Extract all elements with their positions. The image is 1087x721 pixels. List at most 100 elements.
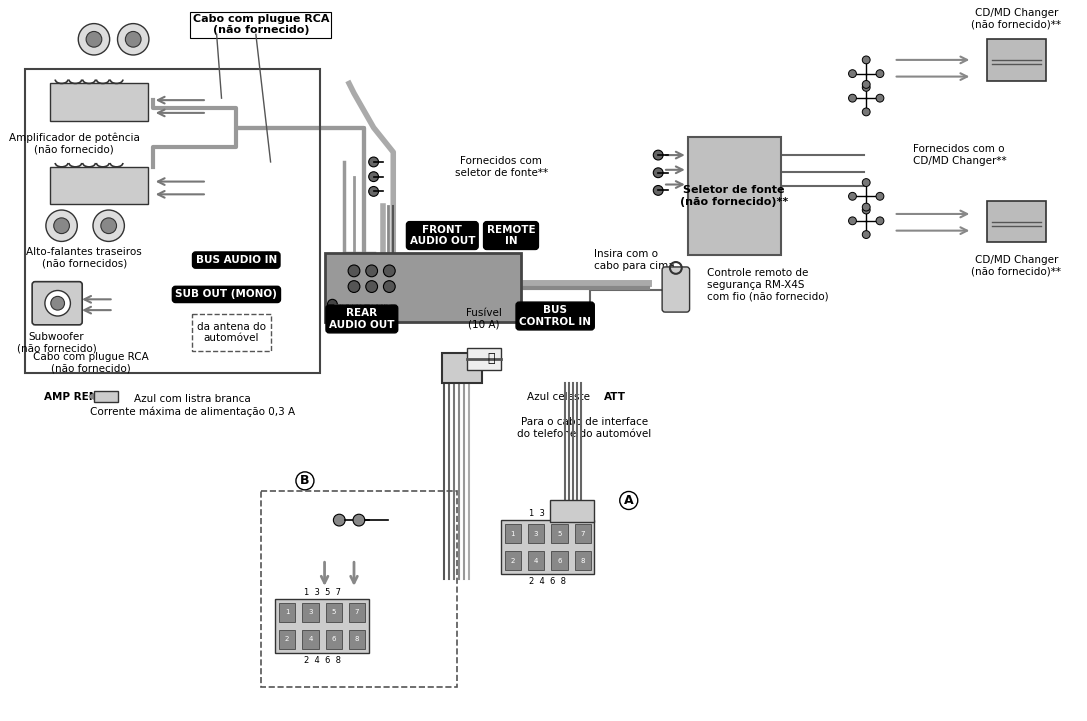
Bar bbox=[551, 524, 567, 543]
Circle shape bbox=[51, 296, 64, 310]
Bar bbox=[326, 629, 342, 648]
Circle shape bbox=[368, 157, 378, 167]
Text: FRONT
AUDIO OUT: FRONT AUDIO OUT bbox=[410, 225, 475, 247]
Text: 8: 8 bbox=[354, 636, 360, 642]
Circle shape bbox=[862, 231, 870, 239]
Bar bbox=[349, 603, 365, 622]
Text: 1  3  5  7: 1 3 5 7 bbox=[303, 588, 340, 597]
Bar bbox=[987, 201, 1046, 242]
Circle shape bbox=[125, 32, 141, 47]
Text: CD/MD Changer
(não fornecido)**: CD/MD Changer (não fornecido)** bbox=[972, 8, 1061, 30]
Circle shape bbox=[876, 193, 884, 200]
Text: Seletor de fonte
(não fornecido)**: Seletor de fonte (não fornecido)** bbox=[680, 185, 788, 207]
Circle shape bbox=[353, 514, 365, 526]
Bar bbox=[466, 348, 501, 370]
Bar bbox=[192, 314, 271, 351]
Bar bbox=[504, 524, 521, 543]
Bar bbox=[987, 39, 1046, 81]
Circle shape bbox=[86, 32, 102, 47]
Bar bbox=[349, 629, 365, 648]
Text: REAR
AUDIO OUT: REAR AUDIO OUT bbox=[329, 308, 395, 329]
Bar bbox=[504, 551, 521, 570]
Circle shape bbox=[876, 70, 884, 78]
Circle shape bbox=[849, 217, 857, 225]
FancyBboxPatch shape bbox=[662, 267, 689, 312]
Text: Controle remoto de
segurança RM-X4S
com fio (não fornecido): Controle remoto de segurança RM-X4S com … bbox=[708, 268, 829, 301]
Text: 2  4  6  8: 2 4 6 8 bbox=[303, 655, 340, 665]
Text: B: B bbox=[300, 474, 310, 487]
Circle shape bbox=[368, 187, 378, 196]
Bar bbox=[326, 603, 342, 622]
Circle shape bbox=[653, 150, 663, 160]
Text: 1: 1 bbox=[511, 531, 515, 536]
Bar bbox=[50, 84, 148, 120]
Text: A: A bbox=[624, 494, 634, 507]
FancyBboxPatch shape bbox=[33, 282, 83, 325]
Text: Para o cabo de interface
do telefone do automóvel: Para o cabo de interface do telefone do … bbox=[517, 417, 652, 438]
Bar bbox=[688, 138, 780, 255]
Text: 1: 1 bbox=[285, 609, 289, 615]
Text: 5: 5 bbox=[558, 531, 562, 536]
Bar bbox=[93, 391, 118, 402]
Bar bbox=[528, 524, 545, 543]
Circle shape bbox=[327, 299, 337, 309]
Text: AMP REM: AMP REM bbox=[43, 392, 99, 402]
Circle shape bbox=[384, 265, 396, 277]
Bar bbox=[50, 167, 148, 204]
Bar bbox=[528, 551, 545, 570]
Circle shape bbox=[101, 218, 116, 234]
Circle shape bbox=[78, 24, 110, 55]
Bar bbox=[575, 524, 591, 543]
Text: Fusível
(10 A): Fusível (10 A) bbox=[465, 308, 501, 329]
Text: SUB OUT (MONO): SUB OUT (MONO) bbox=[175, 289, 277, 299]
Circle shape bbox=[862, 84, 870, 92]
Text: BUS REAR  FRONT
        AUDIO OUT: BUS REAR FRONT AUDIO OUT bbox=[335, 304, 391, 315]
Text: 4: 4 bbox=[534, 557, 538, 564]
Bar bbox=[261, 491, 457, 687]
Bar bbox=[302, 629, 318, 648]
Circle shape bbox=[653, 168, 663, 177]
Text: Azul celeste: Azul celeste bbox=[526, 392, 589, 402]
Bar bbox=[279, 603, 296, 622]
Text: 3: 3 bbox=[534, 531, 538, 536]
Bar bbox=[575, 551, 591, 570]
Text: da antena do
automóvel: da antena do automóvel bbox=[197, 322, 266, 343]
Bar bbox=[551, 551, 567, 570]
Circle shape bbox=[53, 218, 70, 234]
Circle shape bbox=[849, 70, 857, 78]
Text: Subwoofer
(não fornecido): Subwoofer (não fornecido) bbox=[16, 332, 97, 353]
Text: 2  4  6  8: 2 4 6 8 bbox=[529, 577, 566, 586]
Circle shape bbox=[876, 217, 884, 225]
Text: 3: 3 bbox=[309, 609, 313, 615]
Circle shape bbox=[334, 514, 346, 526]
Text: BUS
CONTROL IN: BUS CONTROL IN bbox=[520, 305, 591, 327]
Text: 1  3  5  7: 1 3 5 7 bbox=[529, 509, 566, 518]
Text: 6: 6 bbox=[558, 557, 562, 564]
Circle shape bbox=[348, 265, 360, 277]
Circle shape bbox=[862, 81, 870, 89]
Text: Insira com o
cabo para cima: Insira com o cabo para cima bbox=[595, 249, 675, 271]
Text: Amplificador de potência
(não fornecido): Amplificador de potência (não fornecido) bbox=[9, 133, 140, 154]
Bar bbox=[302, 603, 318, 622]
Text: Corrente máxima de alimentação 0,3 A: Corrente máxima de alimentação 0,3 A bbox=[89, 407, 295, 417]
Text: 8: 8 bbox=[580, 557, 585, 564]
Circle shape bbox=[46, 210, 77, 242]
Circle shape bbox=[876, 94, 884, 102]
Bar bbox=[275, 598, 368, 653]
Text: ATT: ATT bbox=[604, 392, 626, 402]
Text: Cabo com plugue RCA
(não fornecido): Cabo com plugue RCA (não fornecido) bbox=[33, 353, 149, 374]
Text: REMOTE
IN: REMOTE IN bbox=[487, 225, 535, 247]
Text: 7: 7 bbox=[354, 609, 360, 615]
Circle shape bbox=[862, 179, 870, 187]
Bar bbox=[501, 520, 595, 574]
Text: 7: 7 bbox=[580, 531, 585, 536]
Circle shape bbox=[93, 210, 124, 242]
Bar bbox=[442, 353, 482, 383]
Circle shape bbox=[45, 291, 71, 316]
Text: CD/MD Changer
(não fornecido)**: CD/MD Changer (não fornecido)** bbox=[972, 255, 1061, 277]
Text: 5: 5 bbox=[332, 609, 336, 615]
Circle shape bbox=[849, 94, 857, 102]
Text: 6: 6 bbox=[332, 636, 336, 642]
Circle shape bbox=[365, 280, 377, 293]
Text: ⓖ: ⓖ bbox=[488, 352, 495, 365]
